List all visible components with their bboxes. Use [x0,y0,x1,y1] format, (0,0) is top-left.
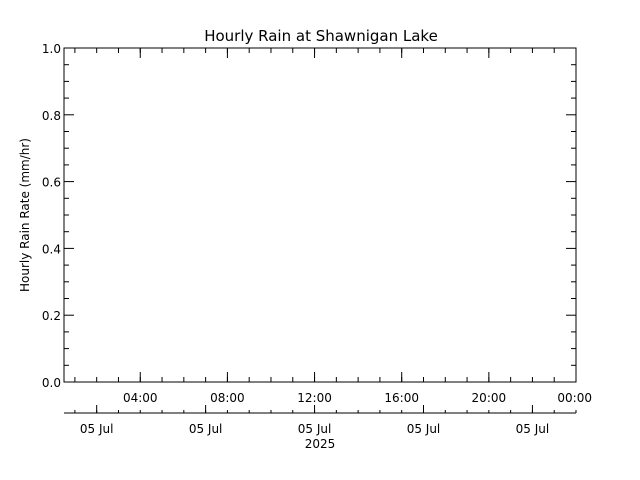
date-tick-label: 05 Jul [189,422,223,436]
y-axis-label: Hourly Rain Rate (mm/hr) [18,138,32,292]
y-tick-label: 0.0 [42,376,61,390]
y-tick-label: 0.4 [42,242,61,256]
x-tick-label: 08:00 [210,391,245,405]
date-tick-label: 05 Jul [298,422,332,436]
y-tick-label: 1.0 [42,42,61,56]
date-tick-label: 05 Jul [80,422,114,436]
plot-frame [63,47,577,383]
x-tick-label: 16:00 [384,391,419,405]
x-tick-label: 00:00 [557,391,592,405]
y-tick-label: 0.2 [42,309,61,323]
y-tick-label: 0.6 [42,176,61,190]
date-tick-label: 05 Jul [516,422,550,436]
year-label: 2025 [305,437,336,451]
chart-title: Hourly Rain at Shawnigan Lake [204,27,438,45]
x-axis-date: 05 Jul 05 Jul 05 Jul 05 Jul 05 Jul [74,405,577,436]
y-tick-label: 0.8 [42,109,61,123]
x-tick-label: 04:00 [123,391,158,405]
date-tick-label: 05 Jul [407,422,441,436]
x-tick-label: 12:00 [297,391,332,405]
y-axis: 0.0 0.2 0.4 0.6 0.8 1.0 [42,42,576,390]
x-axis-time: 04:00 08:00 12:00 16:00 20:00 00:00 [74,48,592,405]
x-tick-label: 20:00 [472,391,507,405]
